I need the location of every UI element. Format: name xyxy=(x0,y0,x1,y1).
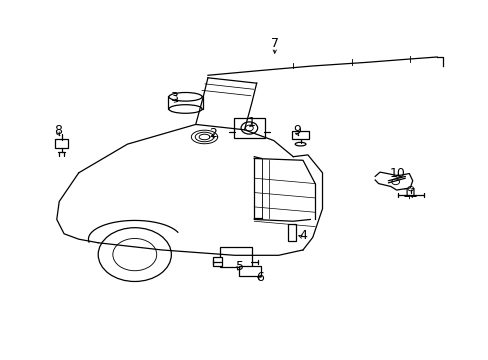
Text: 2: 2 xyxy=(208,127,216,140)
FancyBboxPatch shape xyxy=(291,131,309,139)
Text: 5: 5 xyxy=(235,260,243,273)
Text: 3: 3 xyxy=(169,91,177,104)
Ellipse shape xyxy=(168,93,202,101)
FancyBboxPatch shape xyxy=(287,225,295,241)
Ellipse shape xyxy=(168,105,202,113)
FancyBboxPatch shape xyxy=(233,118,264,138)
Text: 9: 9 xyxy=(293,124,301,137)
Text: 10: 10 xyxy=(389,167,405,180)
Text: 4: 4 xyxy=(299,229,306,242)
Text: 1: 1 xyxy=(247,116,255,129)
Text: 8: 8 xyxy=(54,124,62,137)
Text: 6: 6 xyxy=(256,271,264,284)
FancyBboxPatch shape xyxy=(55,139,68,148)
Text: 11: 11 xyxy=(402,187,417,200)
Text: 7: 7 xyxy=(270,37,278,50)
FancyBboxPatch shape xyxy=(168,96,202,109)
FancyBboxPatch shape xyxy=(212,257,221,266)
FancyBboxPatch shape xyxy=(239,266,260,276)
FancyBboxPatch shape xyxy=(220,247,252,267)
